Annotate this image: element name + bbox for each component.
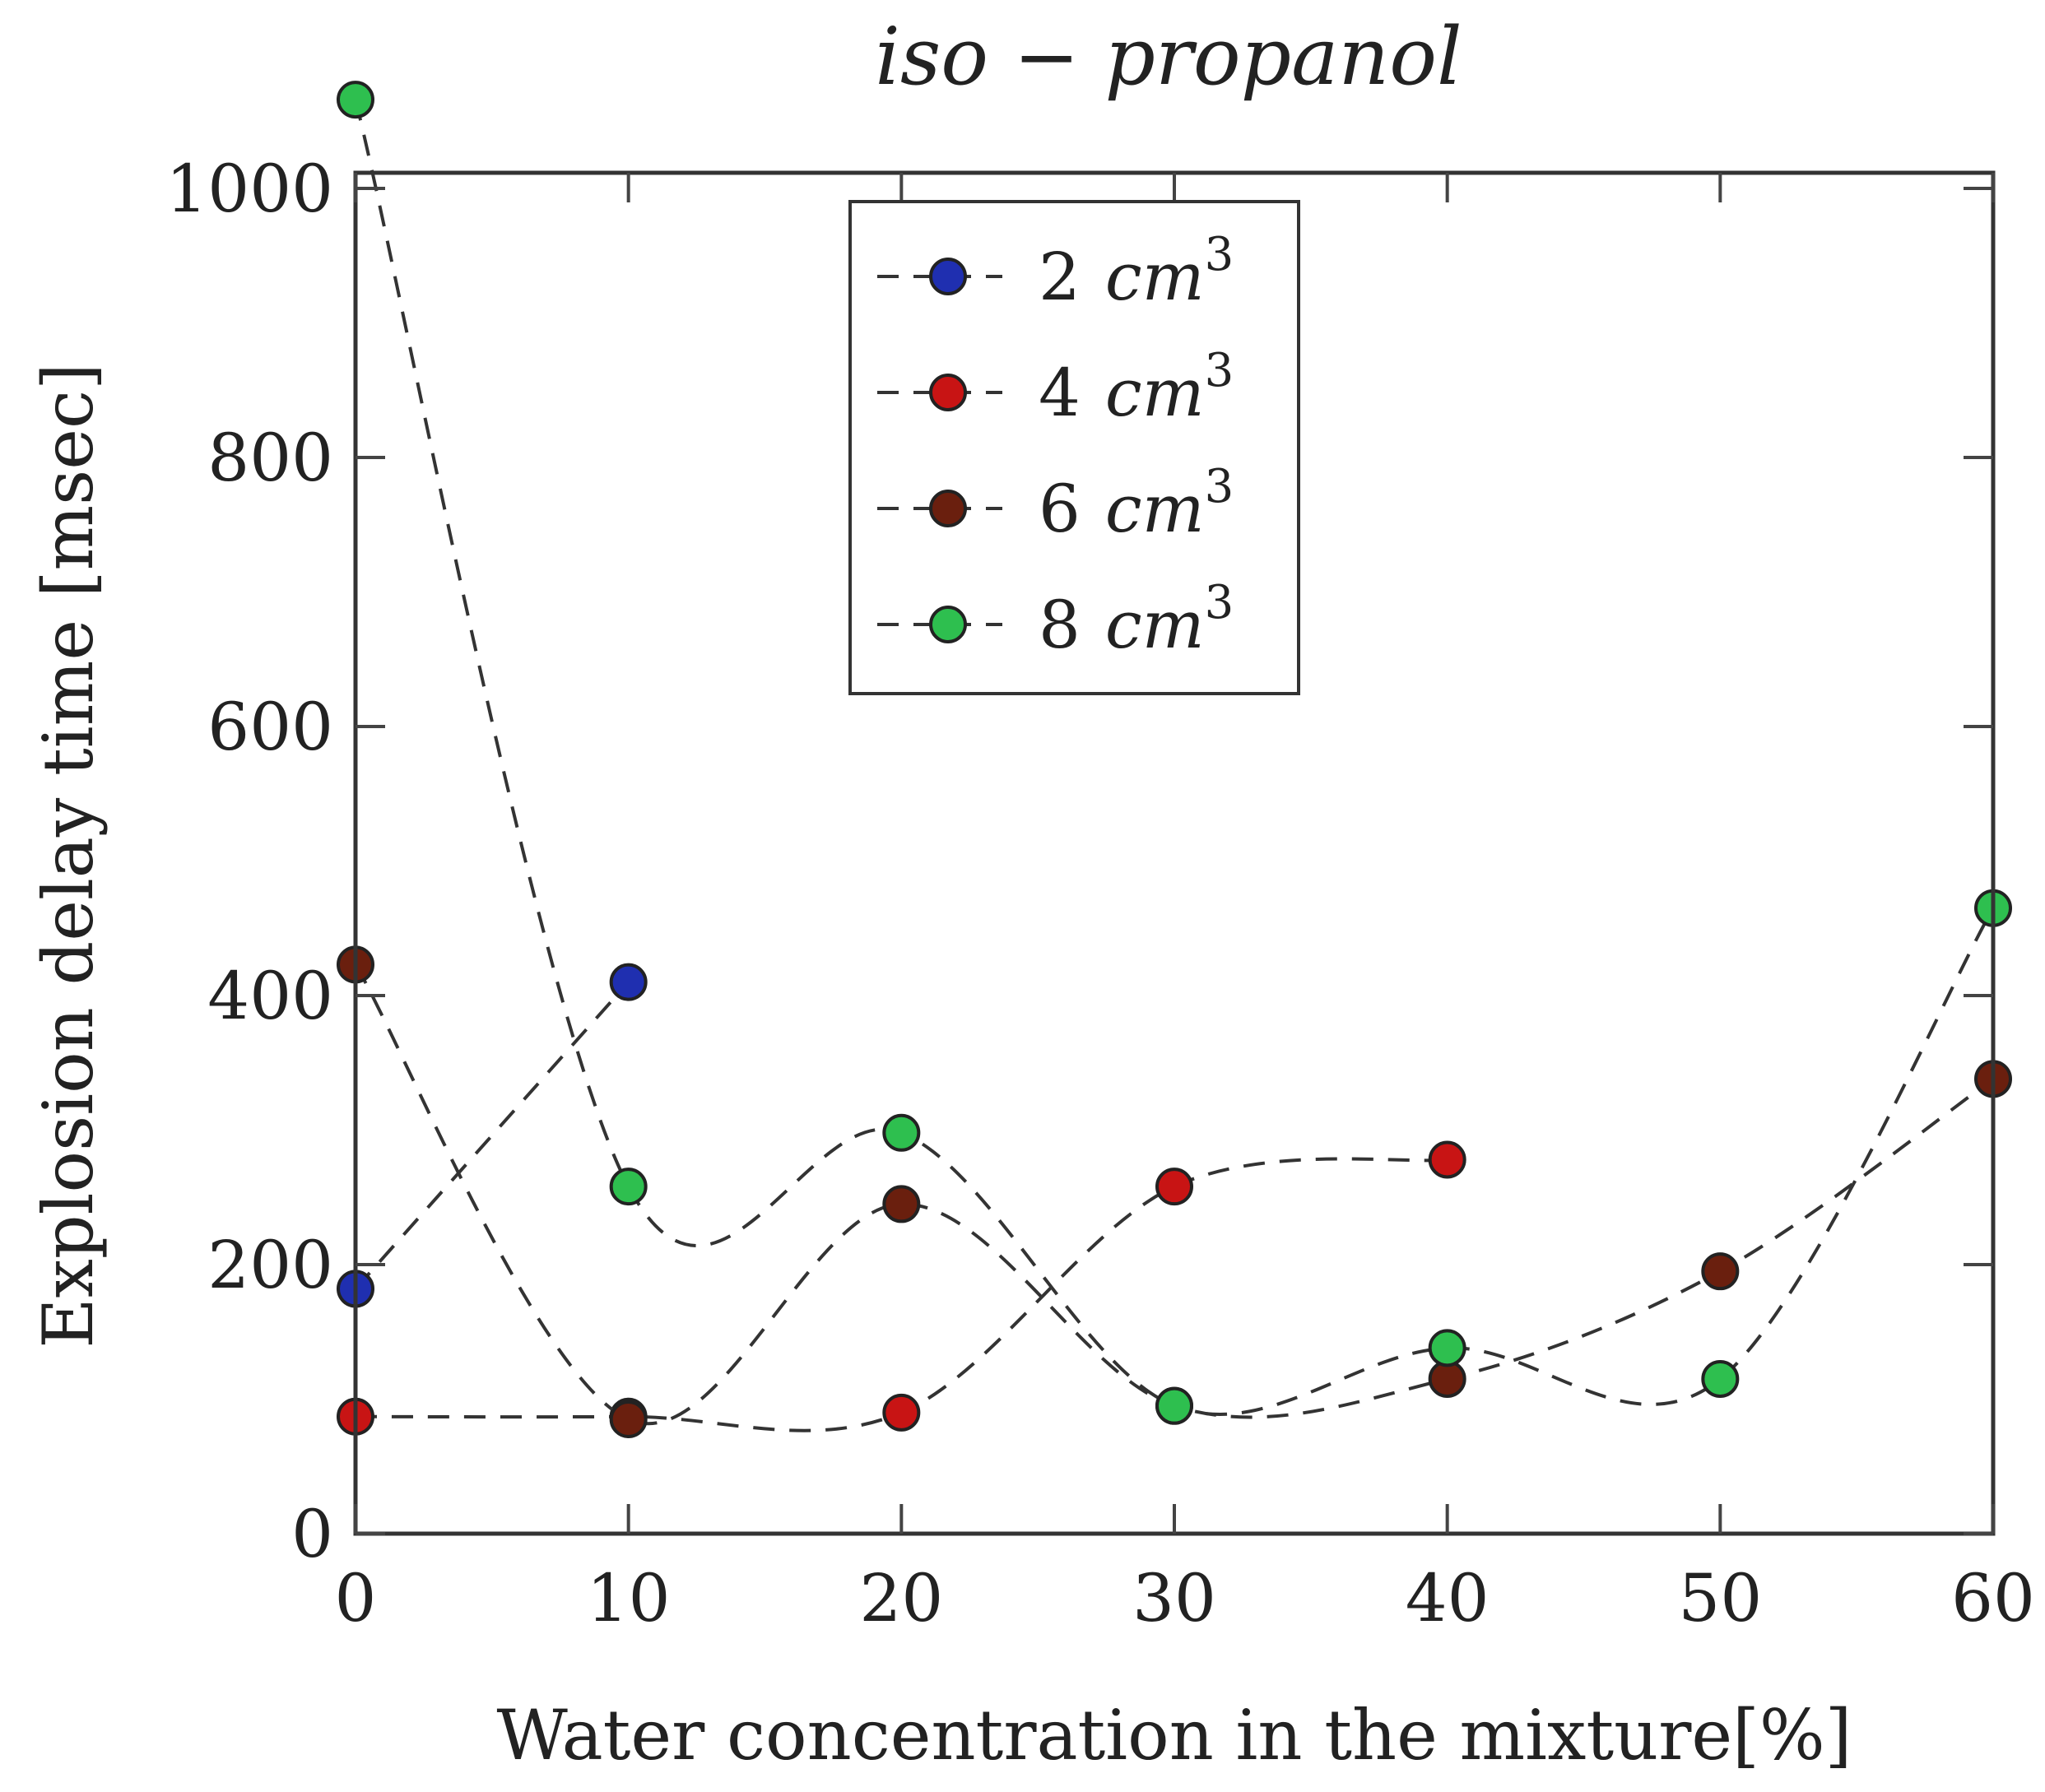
legend-entry-8-cm3: 8 cm3 bbox=[877, 576, 1234, 663]
point-8cm3-x0 bbox=[337, 81, 374, 119]
legend-exponent-8: 3 bbox=[1205, 576, 1234, 629]
legend-marker-4 bbox=[929, 374, 967, 411]
legend-marker-8 bbox=[929, 606, 967, 643]
legend-value-6: 6 bbox=[1039, 471, 1081, 547]
series-layer bbox=[337, 81, 2012, 1439]
legend-label-2: 2 cm3 bbox=[1039, 228, 1234, 315]
legend-label-6: 6 cm3 bbox=[1039, 460, 1234, 547]
point-8cm3-x10 bbox=[609, 1168, 648, 1206]
legend-unit-6: cm bbox=[1105, 471, 1205, 547]
legend-entry-4-cm3: 4 cm3 bbox=[877, 344, 1234, 431]
x-tick-label-50: 50 bbox=[1678, 1560, 1762, 1636]
x-tick-label-60: 60 bbox=[1951, 1560, 2035, 1636]
legend-label-4: 4 cm3 bbox=[1039, 344, 1234, 431]
legend-marker-6 bbox=[929, 490, 967, 527]
y-tick-label-800: 800 bbox=[207, 420, 333, 496]
point-6cm3-x10 bbox=[609, 1400, 648, 1439]
legend-value-2: 2 bbox=[1039, 239, 1081, 315]
y-tick-label-400: 400 bbox=[207, 958, 333, 1034]
x-axis-label: Water concentration in the mixture[%] bbox=[497, 1695, 1852, 1776]
y-tick-label-600: 600 bbox=[207, 689, 333, 765]
x-tick-label-0: 0 bbox=[335, 1560, 377, 1636]
point-8cm3-x30 bbox=[1155, 1386, 1193, 1425]
point-8cm3-x20 bbox=[882, 1113, 921, 1152]
legend-entry-2-cm3: 2 cm3 bbox=[877, 228, 1234, 315]
point-2cm3-x10 bbox=[609, 963, 648, 1001]
series-line-2-cm3 bbox=[354, 981, 630, 1290]
point-8cm3-x40 bbox=[1428, 1329, 1466, 1367]
point-4cm3-x40 bbox=[1428, 1140, 1466, 1179]
y-tick-label-1000: 1000 bbox=[165, 151, 333, 227]
point-6cm3-x50 bbox=[1701, 1252, 1740, 1291]
point-4cm3-x20 bbox=[882, 1393, 921, 1432]
legend-unit-8: cm bbox=[1105, 587, 1205, 663]
legend-exponent-6: 3 bbox=[1205, 460, 1234, 513]
x-tick-label-30: 30 bbox=[1132, 1560, 1216, 1636]
chart-title: iso − propanol bbox=[875, 11, 1462, 103]
legend-unit-4: cm bbox=[1105, 355, 1205, 431]
legend-entry-6-cm3: 6 cm3 bbox=[877, 460, 1234, 547]
legend-label-8: 8 cm3 bbox=[1039, 576, 1234, 663]
legend-box bbox=[848, 200, 1300, 695]
legend-exponent-2: 3 bbox=[1205, 228, 1234, 281]
x-tick-label-10: 10 bbox=[587, 1560, 671, 1636]
x-tick-label-40: 40 bbox=[1406, 1560, 1490, 1636]
x-tick-label-20: 20 bbox=[859, 1560, 943, 1636]
y-tick-label-200: 200 bbox=[207, 1227, 333, 1303]
series-8-cm3 bbox=[337, 81, 2012, 1425]
point-4cm3-x30 bbox=[1155, 1168, 1193, 1206]
point-6cm3-x20 bbox=[882, 1185, 921, 1223]
legend-exponent-4: 3 bbox=[1205, 344, 1234, 397]
y-tick-label-0: 0 bbox=[291, 1496, 333, 1572]
legend-value-8: 8 bbox=[1039, 587, 1081, 663]
series-2-cm3 bbox=[337, 963, 648, 1308]
series-line-8-cm3 bbox=[354, 99, 1995, 1416]
point-8cm3-x50 bbox=[1701, 1359, 1740, 1398]
y-axis-label: Explosion delay time [msec] bbox=[28, 363, 109, 1349]
legend-unit-2: cm bbox=[1105, 239, 1205, 315]
legend-marker-2 bbox=[929, 258, 967, 295]
legend-value-4: 4 bbox=[1039, 355, 1081, 431]
